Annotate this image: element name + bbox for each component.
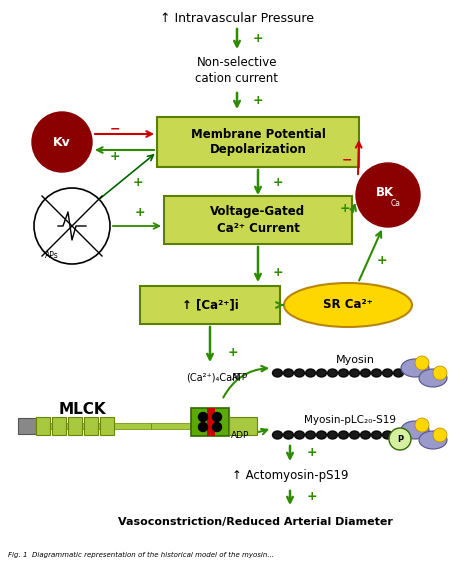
Ellipse shape bbox=[349, 369, 359, 377]
Text: Membrane Potential
Depolarization: Membrane Potential Depolarization bbox=[191, 127, 326, 157]
Ellipse shape bbox=[419, 431, 447, 449]
Circle shape bbox=[415, 356, 429, 370]
Ellipse shape bbox=[401, 359, 429, 377]
Text: +: + bbox=[273, 265, 283, 278]
Text: ATP: ATP bbox=[232, 374, 248, 382]
Text: −: − bbox=[110, 123, 120, 136]
Ellipse shape bbox=[383, 369, 392, 377]
Text: Non-selective
cation current: Non-selective cation current bbox=[195, 56, 279, 85]
Text: ADP: ADP bbox=[231, 431, 249, 440]
FancyBboxPatch shape bbox=[191, 408, 229, 436]
Circle shape bbox=[415, 418, 429, 432]
Ellipse shape bbox=[338, 431, 348, 439]
FancyBboxPatch shape bbox=[140, 286, 280, 324]
FancyBboxPatch shape bbox=[151, 423, 191, 429]
Circle shape bbox=[433, 366, 447, 380]
Ellipse shape bbox=[294, 431, 304, 439]
Text: ↑ Intravascular Pressure: ↑ Intravascular Pressure bbox=[160, 11, 314, 24]
FancyBboxPatch shape bbox=[36, 423, 151, 429]
Text: Myosin: Myosin bbox=[336, 355, 374, 365]
Ellipse shape bbox=[349, 431, 359, 439]
Ellipse shape bbox=[283, 369, 293, 377]
FancyBboxPatch shape bbox=[207, 408, 215, 436]
Text: Voltage-Gated
Ca²⁺ Current: Voltage-Gated Ca²⁺ Current bbox=[210, 206, 306, 235]
Text: SR Ca²⁺: SR Ca²⁺ bbox=[323, 299, 373, 311]
Text: ↑ Actomyosin-pS19: ↑ Actomyosin-pS19 bbox=[232, 470, 348, 482]
Circle shape bbox=[34, 188, 110, 264]
Text: Kv: Kv bbox=[53, 136, 71, 148]
Text: +: + bbox=[228, 346, 238, 360]
Text: +: + bbox=[307, 446, 317, 460]
Ellipse shape bbox=[338, 369, 348, 377]
FancyBboxPatch shape bbox=[36, 417, 50, 435]
Text: +: + bbox=[377, 253, 387, 266]
FancyBboxPatch shape bbox=[68, 417, 82, 435]
Ellipse shape bbox=[306, 431, 316, 439]
Ellipse shape bbox=[273, 369, 283, 377]
Text: APs: APs bbox=[45, 250, 59, 260]
Circle shape bbox=[199, 412, 208, 421]
Ellipse shape bbox=[273, 431, 283, 439]
FancyBboxPatch shape bbox=[229, 417, 257, 435]
Ellipse shape bbox=[401, 421, 429, 439]
FancyBboxPatch shape bbox=[100, 417, 114, 435]
Ellipse shape bbox=[393, 369, 403, 377]
Ellipse shape bbox=[419, 369, 447, 387]
FancyBboxPatch shape bbox=[52, 417, 66, 435]
Circle shape bbox=[212, 412, 221, 421]
Ellipse shape bbox=[383, 431, 392, 439]
Text: +: + bbox=[253, 94, 264, 107]
Text: Ca: Ca bbox=[391, 198, 401, 207]
Text: +: + bbox=[307, 491, 317, 503]
Ellipse shape bbox=[317, 369, 327, 377]
Text: P: P bbox=[397, 435, 403, 444]
Ellipse shape bbox=[317, 431, 327, 439]
Text: Myosin-pLC₂₀-S19: Myosin-pLC₂₀-S19 bbox=[304, 415, 396, 425]
Text: MLCK: MLCK bbox=[58, 403, 106, 417]
Text: BK: BK bbox=[376, 186, 394, 198]
Text: ↑ [Ca²⁺]i: ↑ [Ca²⁺]i bbox=[182, 299, 238, 311]
Circle shape bbox=[32, 112, 92, 172]
Circle shape bbox=[199, 423, 208, 432]
Ellipse shape bbox=[284, 283, 412, 327]
Text: +: + bbox=[133, 176, 143, 189]
Circle shape bbox=[433, 428, 447, 442]
Text: Vasoconstriction/Reduced Arterial Diameter: Vasoconstriction/Reduced Arterial Diamet… bbox=[118, 517, 392, 527]
Circle shape bbox=[356, 163, 420, 227]
Ellipse shape bbox=[294, 369, 304, 377]
Text: +: + bbox=[253, 31, 264, 44]
Text: +: + bbox=[273, 177, 283, 190]
Ellipse shape bbox=[361, 369, 371, 377]
Text: Fig. 1  Diagrammatic representation of the historical model of the myosin...: Fig. 1 Diagrammatic representation of th… bbox=[8, 552, 274, 558]
Circle shape bbox=[389, 428, 411, 450]
Ellipse shape bbox=[361, 431, 371, 439]
Text: (Ca²⁺)₄CaM: (Ca²⁺)₄CaM bbox=[186, 373, 240, 383]
Circle shape bbox=[212, 423, 221, 432]
Text: +: + bbox=[340, 202, 350, 215]
Ellipse shape bbox=[306, 369, 316, 377]
FancyBboxPatch shape bbox=[157, 117, 359, 167]
Text: +: + bbox=[109, 149, 120, 162]
Ellipse shape bbox=[283, 431, 293, 439]
Ellipse shape bbox=[328, 431, 337, 439]
Ellipse shape bbox=[393, 431, 403, 439]
Text: +: + bbox=[135, 207, 146, 219]
FancyBboxPatch shape bbox=[84, 417, 98, 435]
FancyBboxPatch shape bbox=[164, 196, 352, 244]
Ellipse shape bbox=[328, 369, 337, 377]
Ellipse shape bbox=[372, 431, 382, 439]
Text: −: − bbox=[342, 153, 352, 166]
FancyBboxPatch shape bbox=[18, 418, 36, 434]
Ellipse shape bbox=[372, 369, 382, 377]
